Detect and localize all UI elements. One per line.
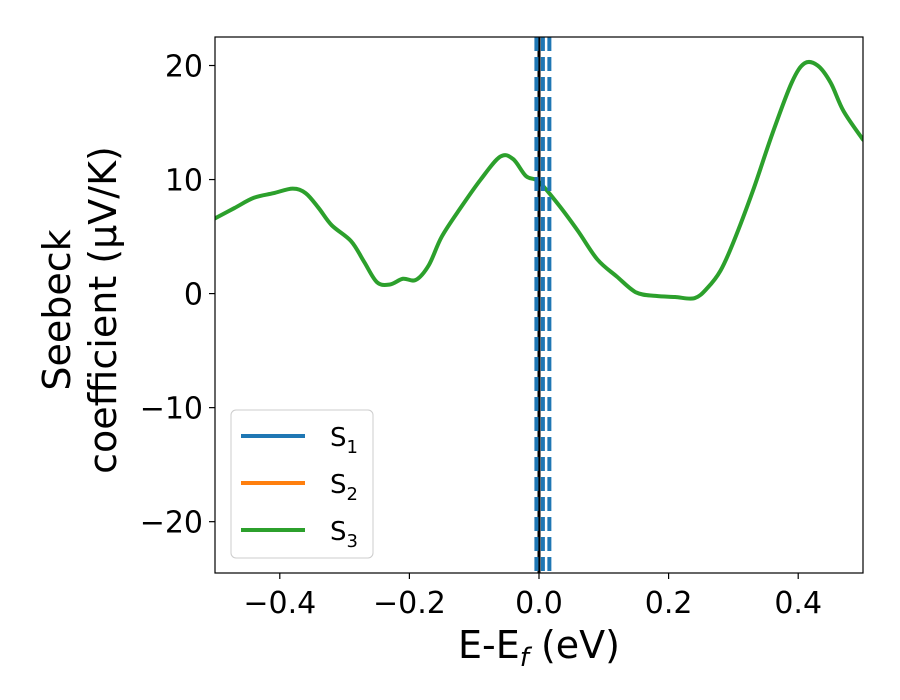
legend-entry-s3: S3 xyxy=(241,517,358,552)
x-tick-label: 0.2 xyxy=(645,586,693,621)
legend-label-s3: S3 xyxy=(330,517,358,552)
x-axis-label-suffix: (eV) xyxy=(529,623,620,667)
x-tick-label: −0.4 xyxy=(243,586,316,621)
y-tick-label: 20 xyxy=(165,50,203,85)
y-ticks: −20 −10 0 10 20 xyxy=(140,50,215,541)
vertical-lines xyxy=(534,37,552,573)
legend-entry-s1: S1 xyxy=(241,423,358,458)
x-tick-label: 0.4 xyxy=(774,586,822,621)
y-tick-label: −20 xyxy=(140,506,203,541)
series-layer xyxy=(215,59,863,301)
x-tick-label: −0.2 xyxy=(373,586,446,621)
series-line-s3 xyxy=(215,59,863,301)
legend: S1 S2 S3 xyxy=(230,409,374,559)
y-tick-label: 0 xyxy=(184,278,203,313)
x-ticks: −0.4 −0.2 0.0 0.2 0.4 xyxy=(243,573,822,621)
x-axis-label: E-Ef (eV) xyxy=(458,623,620,673)
legend-label-s1: S1 xyxy=(330,423,358,458)
y-tick-label: −10 xyxy=(140,392,203,427)
y-tick-label: 10 xyxy=(165,164,203,199)
y-axis-label: Seebeck coefficient (μV/K) xyxy=(35,146,125,474)
x-axis-label-main: E-E xyxy=(458,623,520,667)
legend-label-s2: S2 xyxy=(330,470,358,505)
x-tick-label: 0.0 xyxy=(515,586,563,621)
legend-entry-s2: S2 xyxy=(241,470,358,505)
y-axis-label-line1: Seebeck xyxy=(35,229,79,390)
y-axis-label-line2: coefficient (μV/K) xyxy=(81,146,125,474)
